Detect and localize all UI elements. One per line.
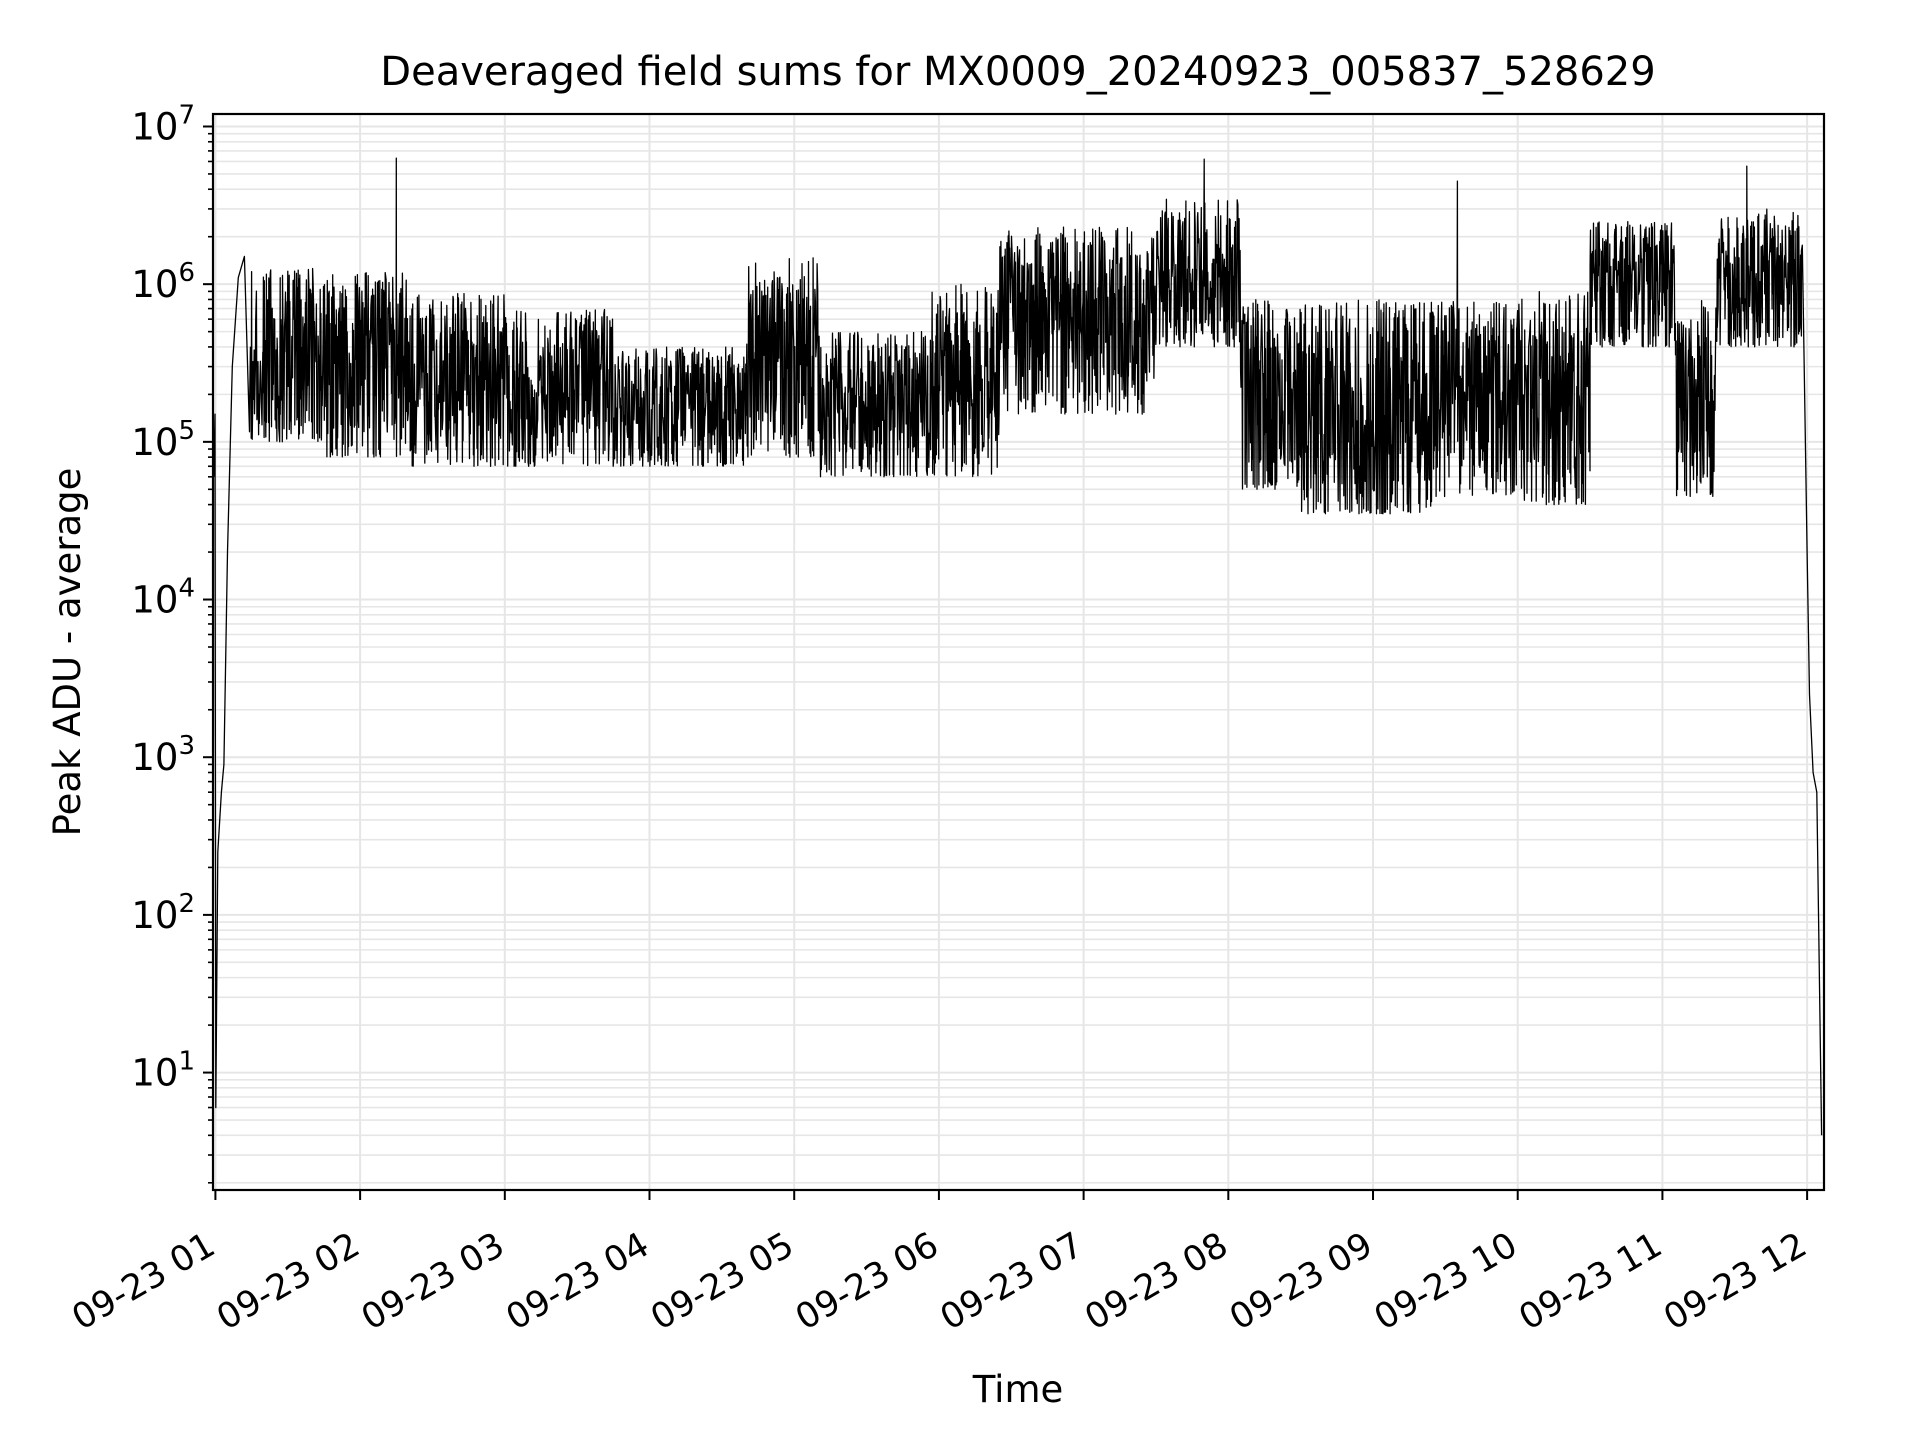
chart-title: Deaveraged field sums for MX0009_2024092… <box>380 49 1655 95</box>
plot-frame <box>211 112 1826 1192</box>
y-tick-label: 105 <box>131 416 195 464</box>
y-tick-label: 107 <box>131 100 195 148</box>
data-series <box>213 157 1823 1136</box>
y-tick-label: 101 <box>131 1047 195 1095</box>
y-tick-label: 102 <box>131 889 195 937</box>
x-axis-label: Time <box>972 1368 1064 1411</box>
y-tick-label: 106 <box>131 258 195 306</box>
series-line <box>213 157 1823 1136</box>
y-tick-label: 104 <box>131 574 195 622</box>
y-axis-label: Peak ADU - average <box>46 468 89 837</box>
y-tick-label: 103 <box>131 731 195 779</box>
